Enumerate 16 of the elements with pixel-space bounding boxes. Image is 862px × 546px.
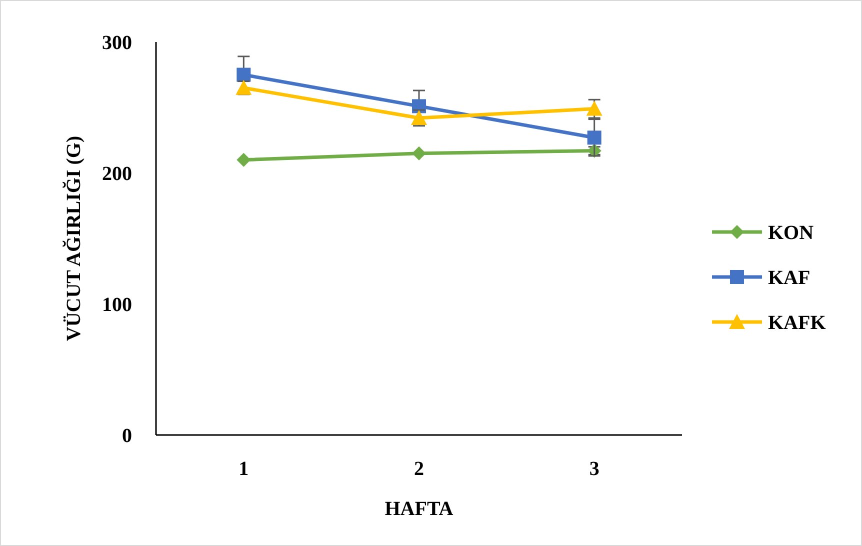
x-tick-label: 2 — [414, 458, 424, 480]
legend-label: KAF — [768, 267, 810, 289]
y-tick-label: 200 — [102, 163, 132, 185]
x-tick-label: 3 — [589, 458, 600, 480]
point — [236, 68, 251, 82]
x-tick-label: 1 — [238, 458, 249, 480]
point — [236, 152, 251, 167]
y-tick-label: 0 — [122, 425, 132, 447]
legend-label: KAFK — [768, 312, 826, 334]
point — [412, 146, 426, 160]
point — [587, 130, 602, 145]
y-tick-label: 300 — [102, 32, 132, 54]
y-axis-title: VÜCUT AĞIRLIĞI (G) — [62, 136, 85, 342]
legend-label: KON — [768, 222, 814, 244]
y-tick-label: 100 — [102, 294, 132, 316]
x-axis-title: HAFTA — [384, 498, 454, 520]
